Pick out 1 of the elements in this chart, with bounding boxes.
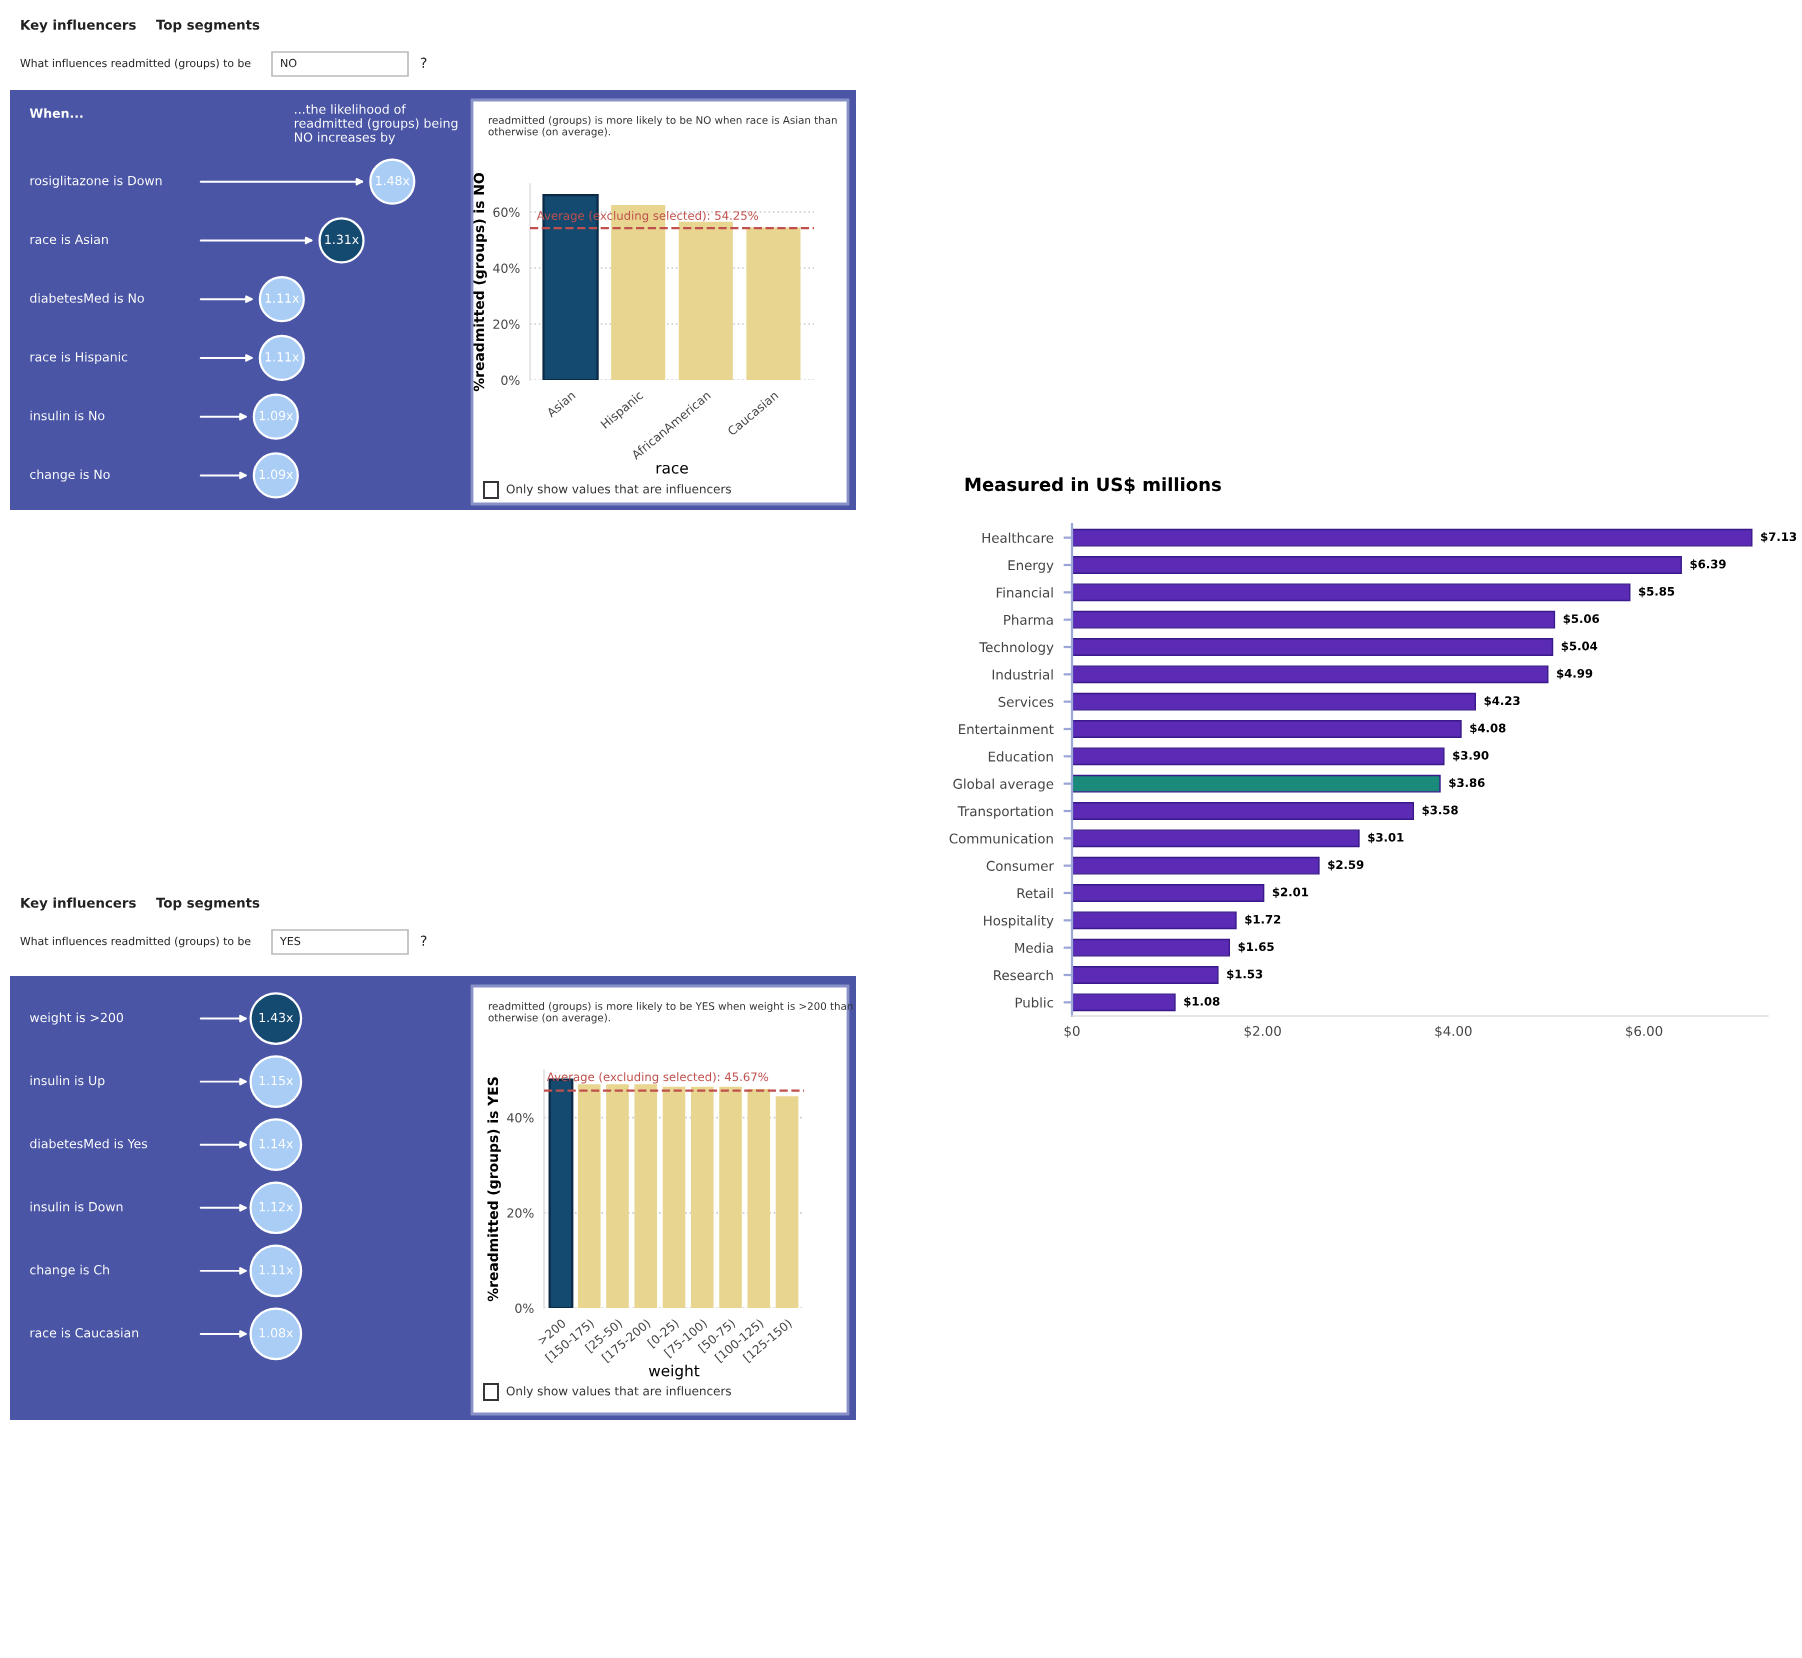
chart-title: Measured in US$ millions: [965, 477, 1221, 494]
